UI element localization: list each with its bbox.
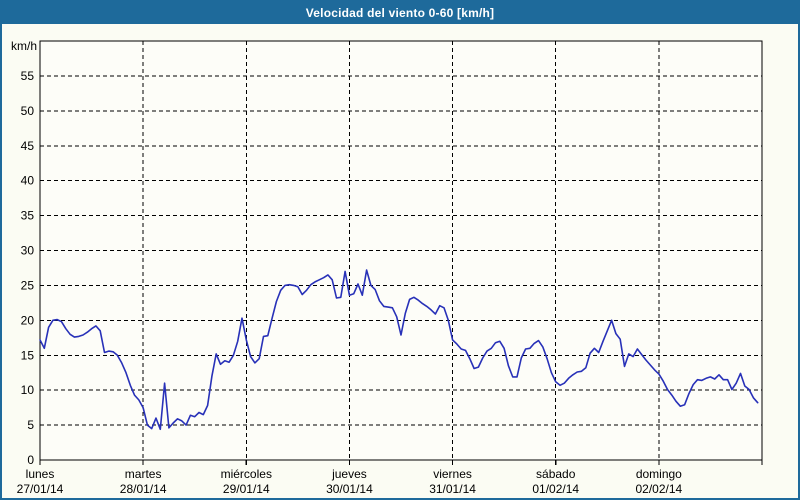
day-date-label: 30/01/14 [326, 482, 373, 496]
y-axis-labels: 0 5 10 15 20 25 30 35 40 45 50 55 [21, 69, 35, 467]
day-date-label: 01/02/14 [532, 482, 579, 496]
day-date-label: 31/01/14 [429, 482, 476, 496]
y-tick-label: 0 [27, 453, 34, 467]
y-tick-label: 35 [21, 209, 35, 223]
y-tick-label: 45 [21, 139, 35, 153]
y-tick-label: 30 [21, 244, 35, 258]
y-tick-label: 20 [21, 313, 35, 327]
day-name-label: lunes [26, 467, 55, 481]
y-tick-label: 50 [21, 104, 35, 118]
y-tick-label: 15 [21, 348, 35, 362]
y-axis-unit-label: km/h [11, 39, 37, 53]
day-name-label: domingo [636, 467, 682, 481]
y-tick-label: 10 [21, 383, 35, 397]
day-name-label: jueves [331, 467, 367, 481]
day-name-label: miércoles [221, 467, 272, 481]
day-date-label: 02/02/14 [635, 482, 682, 496]
y-tick-label: 5 [27, 418, 34, 432]
day-date-label: 29/01/14 [223, 482, 270, 496]
day-date-label: 28/01/14 [120, 482, 167, 496]
x-axis-ticks [39, 460, 763, 465]
day-name-label: viernes [433, 467, 472, 481]
gridlines [40, 41, 762, 460]
y-tick-label: 55 [21, 69, 35, 83]
day-name-label: martes [125, 467, 162, 481]
wind-speed-line [39, 269, 759, 431]
chart-title: Velocidad del viento 0-60 [km/h] [2, 2, 798, 24]
plot-frame [39, 40, 763, 461]
y-tick-label: 25 [21, 278, 35, 292]
y-tick-label: 40 [21, 174, 35, 188]
day-date-label: 27/01/14 [17, 482, 64, 496]
day-name-label: sábado [536, 467, 576, 481]
